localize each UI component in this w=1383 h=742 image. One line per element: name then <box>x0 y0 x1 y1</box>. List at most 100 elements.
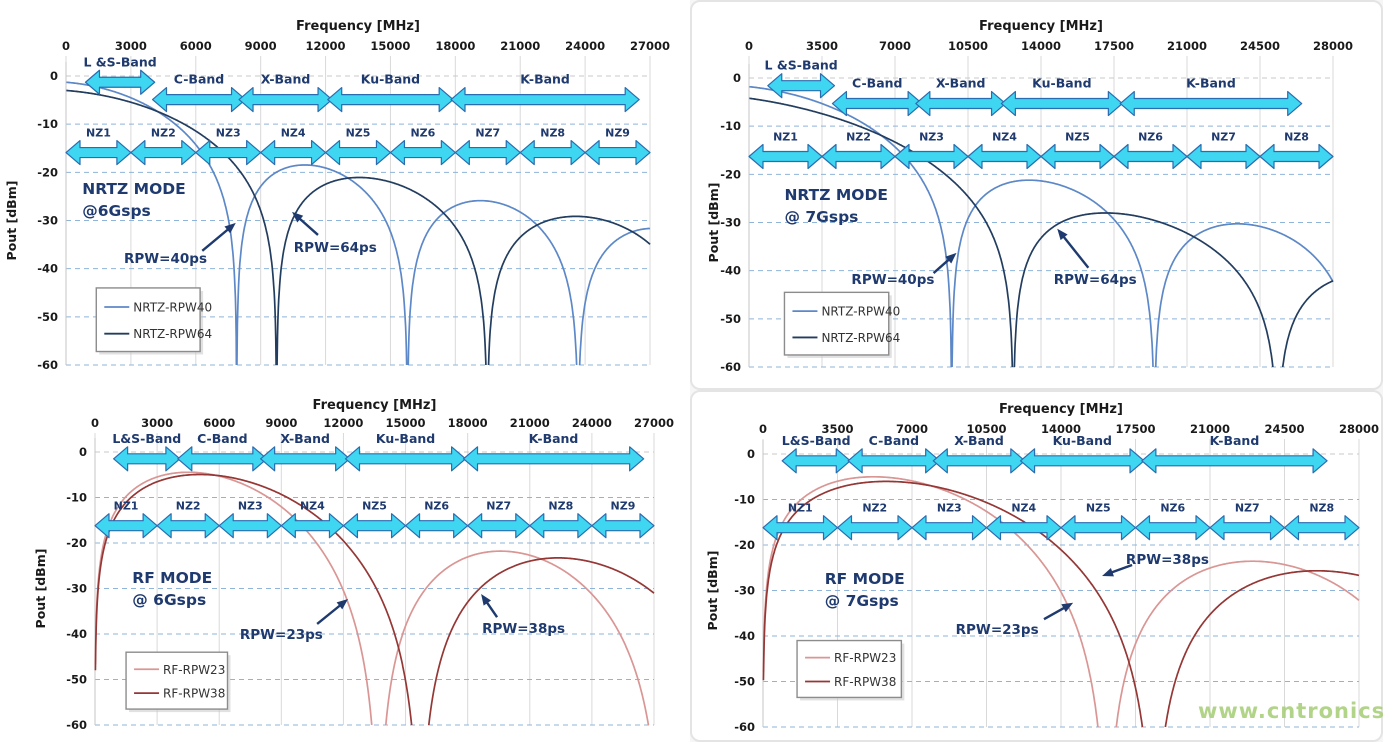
y-axis-title: Pout [dBm] <box>706 183 721 263</box>
x-tick-label: 27000 <box>630 39 670 53</box>
y-tick-label: 0 <box>747 447 755 461</box>
legend-item-label: RF-RPW38 <box>163 687 225 701</box>
y-tick-label: -40 <box>720 264 741 278</box>
x-tick-label: 6000 <box>180 39 212 53</box>
y-tick-label: -20 <box>37 165 58 179</box>
nz-label: NZ5 <box>1086 502 1111 515</box>
nz-label: NZ7 <box>486 500 511 513</box>
band-arrow-k-band <box>450 87 640 113</box>
band-arrow-l-s-band <box>113 446 181 472</box>
nz-arrow-nz1 <box>94 513 158 539</box>
band-arrow-c-band <box>847 448 941 474</box>
y-tick-label: -40 <box>37 262 58 276</box>
y-tick-label: -20 <box>66 536 87 550</box>
y-tick-label: -30 <box>720 216 741 230</box>
annotation-arrowhead <box>481 593 492 606</box>
x-tick-label: 0 <box>62 39 70 53</box>
band-arrow-l-s-band <box>84 69 156 95</box>
y-tick-label: -20 <box>720 167 741 181</box>
band-label: Ku-Band <box>361 72 420 87</box>
nz-label: NZ8 <box>548 500 573 513</box>
annotation-arrowhead <box>1057 228 1068 241</box>
x-tick-label: 12000 <box>323 416 363 430</box>
curve-rf-rpw23 <box>94 471 650 725</box>
x-tick-label: 15000 <box>370 39 410 53</box>
x-tick-label: 21000 <box>510 416 550 430</box>
band-arrow-x-band <box>260 446 351 472</box>
band-arrow-x-band <box>238 87 333 113</box>
y-tick-label: -50 <box>720 312 741 326</box>
annotation-label: RPW=23ps <box>240 627 323 643</box>
band-arrow-k-band <box>1141 448 1328 474</box>
x-tick-label: 0 <box>91 416 99 430</box>
nz-arrow-nz6 <box>389 139 456 166</box>
x-tick-label: 21000 <box>500 39 540 53</box>
annotation-arrowhead <box>224 222 236 234</box>
x-tick-label: 7000 <box>896 422 928 436</box>
legend-box <box>796 639 903 699</box>
nz-label: NZ4 <box>992 131 1017 144</box>
y-tick-label: -40 <box>734 629 755 643</box>
band-arrow-k-band <box>1119 90 1303 117</box>
x-tick-label: 21000 <box>1190 422 1230 436</box>
nz-label: NZ2 <box>151 127 176 140</box>
y-tick-label: -10 <box>66 491 87 505</box>
y-tick-label: -30 <box>734 584 755 598</box>
nz-label: NZ1 <box>773 131 798 144</box>
band-label: K-Band <box>529 431 579 446</box>
y-tick-label: -10 <box>734 493 755 507</box>
y-axis-title: Pout [dBm] <box>33 549 48 629</box>
band-label: K-Band <box>1210 433 1260 448</box>
y-tick-label: -30 <box>37 214 58 228</box>
band-label: C-Band <box>197 431 247 446</box>
nz-label: NZ6 <box>410 127 435 140</box>
nz-label: NZ9 <box>611 500 636 513</box>
x-tick-label: 3000 <box>115 39 147 53</box>
annotation-arrowhead <box>1102 567 1114 577</box>
y-tick-label: -10 <box>37 117 58 131</box>
nz-label: NZ8 <box>1309 502 1334 515</box>
legend-box <box>95 287 201 353</box>
nz-arrow-nz9 <box>584 139 651 166</box>
band-label: L&S-Band <box>782 433 851 448</box>
y-axis-title: Pout [dBm] <box>705 551 720 631</box>
curve-rf-rpw23 <box>762 475 1360 727</box>
annotation-label: RPW=23ps <box>956 622 1039 638</box>
chart-panel-nrtz-7gsps: Frequency [MHz] 0 3500 7000 10500 14000 17500 2… <box>690 0 1383 390</box>
nz-arrow-nz4 <box>967 143 1042 170</box>
x-tick-label: 14000 <box>1041 422 1081 436</box>
x-tick-label: 3000 <box>141 416 173 430</box>
annotation-label: RPW=64ps <box>294 240 377 256</box>
nz-arrow-nz1 <box>65 139 132 166</box>
nz-arrow-nz8 <box>1283 515 1360 541</box>
nz-label: NZ5 <box>362 500 387 513</box>
x-tick-label: 14000 <box>1021 39 1061 53</box>
x-axis-title: Frequency [MHz] <box>999 402 1123 417</box>
band-label: L &S-Band <box>83 54 156 69</box>
band-arrow-c-band <box>177 446 268 472</box>
nz-arrow-nz5 <box>1060 515 1137 541</box>
nz-arrow-nz5 <box>1040 143 1115 170</box>
annotation-label: RPW=38ps <box>482 621 565 637</box>
x-tick-label: 24500 <box>1240 39 1280 53</box>
x-tick-label: 24000 <box>572 416 612 430</box>
nz-label: NZ9 <box>605 127 630 140</box>
band-arrow-x-band <box>932 448 1026 474</box>
nz-label: NZ1 <box>788 502 813 515</box>
band-label: Ku-Band <box>1032 76 1091 91</box>
nz-arrow-nz1 <box>748 143 823 170</box>
nz-arrow-nz6 <box>1113 143 1188 170</box>
y-tick-label: -50 <box>734 675 755 689</box>
nz-label: NZ8 <box>1284 131 1309 144</box>
annotation-arrow <box>1043 604 1068 621</box>
x-tick-label: 3500 <box>821 422 853 436</box>
annotation-arrowhead <box>292 211 304 223</box>
nz-label: NZ2 <box>176 500 201 513</box>
annotation-label: RPW=40ps <box>124 251 207 267</box>
nz-arrow-nz8 <box>519 139 586 166</box>
x-tick-label: 28000 <box>1313 39 1353 53</box>
band-label: Ku-Band <box>1053 433 1112 448</box>
mode-label: NRTZ MODE <box>784 186 887 204</box>
nz-arrow-nz7 <box>1186 143 1261 170</box>
band-label: K-Band <box>520 72 570 87</box>
